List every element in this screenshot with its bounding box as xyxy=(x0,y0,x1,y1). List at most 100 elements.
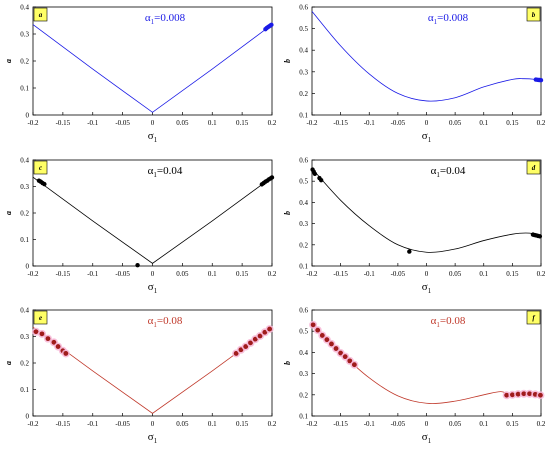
data-point xyxy=(342,354,348,360)
data-point xyxy=(347,358,353,364)
x-axis-subscript: 1 xyxy=(154,136,158,144)
data-point xyxy=(55,344,61,349)
x-tick-label: -0.2 xyxy=(306,270,318,278)
x-axis-label: σ1 xyxy=(422,281,432,295)
x-tick-label: 0.05 xyxy=(176,270,189,278)
alpha-symbol: α xyxy=(428,12,434,24)
data-point xyxy=(521,391,527,397)
x-tick-label: 0 xyxy=(151,119,155,127)
x-tick-label: -0.15 xyxy=(333,270,348,278)
data-point xyxy=(269,175,275,180)
x-tick-label: -0.15 xyxy=(333,119,348,127)
x-tick-label: -0.2 xyxy=(306,420,318,428)
panel-tag-label: a xyxy=(39,11,43,19)
panel-f: -0.2 -0.15 -0.1 -0.05 0 0.05 0.1 0.15 0.2 0.1 0.2 0… xyxy=(283,307,546,446)
data-point xyxy=(63,351,69,356)
data-point xyxy=(504,392,510,398)
x-tick-label: -0.1 xyxy=(364,420,376,428)
y-tick-label: 0.4 xyxy=(20,4,29,12)
data-point xyxy=(351,362,357,368)
alpha-value: =0.08 xyxy=(440,315,466,327)
data-point xyxy=(509,392,515,398)
alpha-symbol: α xyxy=(148,165,154,177)
x-tick-label: -0.2 xyxy=(27,270,39,278)
data-point xyxy=(51,339,57,345)
x-tick-label: 0.05 xyxy=(449,420,462,428)
x-tick-label: 0.15 xyxy=(236,270,249,278)
x-tick-label: -0.1 xyxy=(364,119,376,127)
alpha-subscript: 1 xyxy=(436,321,440,329)
panel-b: -0.2 -0.15 -0.1 -0.05 0 0.05 0.1 0.15 0.2 0.1 0.2 0… xyxy=(283,4,546,145)
y-tick-label: 0.4 xyxy=(299,199,308,207)
x-tick-label: -0.2 xyxy=(306,119,318,127)
x-tick-label: 0.05 xyxy=(449,270,462,278)
x-tick-label: -0.05 xyxy=(391,119,406,127)
panel-tag-label: e xyxy=(39,314,42,322)
x-tick-label: -0.2 xyxy=(27,420,39,428)
x-axis-symbol: σ xyxy=(422,281,428,293)
alpha-value: =0.008 xyxy=(154,12,185,24)
y-tick-label: 0.3 xyxy=(299,370,308,378)
response-curve xyxy=(32,24,273,113)
x-tick-label: 0.15 xyxy=(506,119,519,127)
x-tick-label: 0.2 xyxy=(268,270,277,278)
y-tick-label: 0.5 xyxy=(299,178,308,186)
data-point xyxy=(338,350,344,356)
alpha-annotation: α1=0.08 xyxy=(148,315,183,329)
response-curve xyxy=(32,176,273,264)
x-tick-label: 0.2 xyxy=(268,420,277,428)
y-axis-label: b xyxy=(283,211,292,215)
x-tick-label: -0.15 xyxy=(56,119,71,127)
plot-frame xyxy=(311,6,542,116)
data-point xyxy=(45,336,51,342)
panel-tag-label: f xyxy=(532,314,535,322)
y-tick-label: 0.1 xyxy=(299,112,308,120)
x-tick-label: -0.1 xyxy=(87,420,99,428)
x-tick-label: -0.05 xyxy=(391,270,406,278)
panel-tag-box xyxy=(33,310,48,325)
x-tick-label: 0.1 xyxy=(479,119,488,127)
plot-frame xyxy=(311,309,542,417)
x-tick-label: 0 xyxy=(151,420,155,428)
x-tick-label: -0.05 xyxy=(115,270,130,278)
x-tick-label: 0.05 xyxy=(176,420,189,428)
y-tick-label: 0 xyxy=(26,263,30,271)
x-axis-symbol: σ xyxy=(422,431,428,443)
x-tick-label: 0.1 xyxy=(479,270,488,278)
x-axis-label: σ1 xyxy=(422,431,432,445)
x-tick-label: 0.15 xyxy=(506,420,519,428)
alpha-annotation: α1=0.04 xyxy=(148,165,183,179)
y-tick-label: 0.6 xyxy=(299,157,308,165)
panel-tag-label: b xyxy=(532,11,536,19)
data-point xyxy=(538,392,543,398)
response-curve xyxy=(32,326,273,414)
plot-frame xyxy=(311,159,542,267)
data-point xyxy=(248,340,253,346)
x-axis-label: σ1 xyxy=(148,130,158,144)
data-point xyxy=(267,326,273,332)
x-tick-label: 0.2 xyxy=(537,270,546,278)
alpha-annotation: α1=0.008 xyxy=(428,12,469,26)
y-axis-label: a xyxy=(4,211,13,215)
x-tick-label: 0.2 xyxy=(268,119,277,127)
alpha-subscript: 1 xyxy=(153,321,157,329)
data-point xyxy=(33,329,39,335)
x-tick-label: 0.1 xyxy=(208,420,217,428)
y-tick-label: 0.3 xyxy=(20,31,29,39)
data-point xyxy=(262,329,268,335)
x-tick-label: -0.05 xyxy=(115,119,130,127)
alpha-annotation: α1=0.04 xyxy=(431,165,466,179)
data-point xyxy=(312,171,318,176)
data-point xyxy=(333,346,339,351)
y-tick-label: 0.1 xyxy=(20,386,29,394)
panel-tag-box xyxy=(33,7,48,22)
alpha-subscript: 1 xyxy=(151,18,155,26)
y-tick-label: 0.2 xyxy=(20,58,29,66)
x-tick-label: 0.15 xyxy=(236,119,249,127)
panel-tag-box xyxy=(526,7,541,22)
alpha-annotation: α1=0.008 xyxy=(145,12,186,26)
x-axis-label: σ1 xyxy=(422,130,432,144)
x-tick-label: -0.1 xyxy=(87,270,99,278)
panel-a: -0.2 -0.15 -0.1 -0.05 0 0.05 0.1 0.15 0.2 0 0.1 0.2… xyxy=(4,4,277,145)
